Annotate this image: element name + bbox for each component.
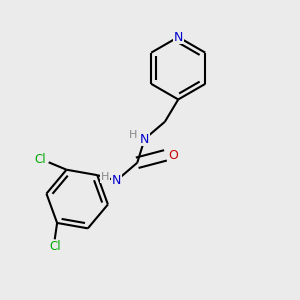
Text: N: N [140,133,149,146]
Text: N: N [173,31,183,44]
Text: O: O [168,149,178,162]
Text: N: N [112,174,121,187]
Text: H: H [101,172,109,182]
Text: H: H [129,130,137,140]
Text: Cl: Cl [49,240,61,253]
Text: Cl: Cl [34,153,46,167]
